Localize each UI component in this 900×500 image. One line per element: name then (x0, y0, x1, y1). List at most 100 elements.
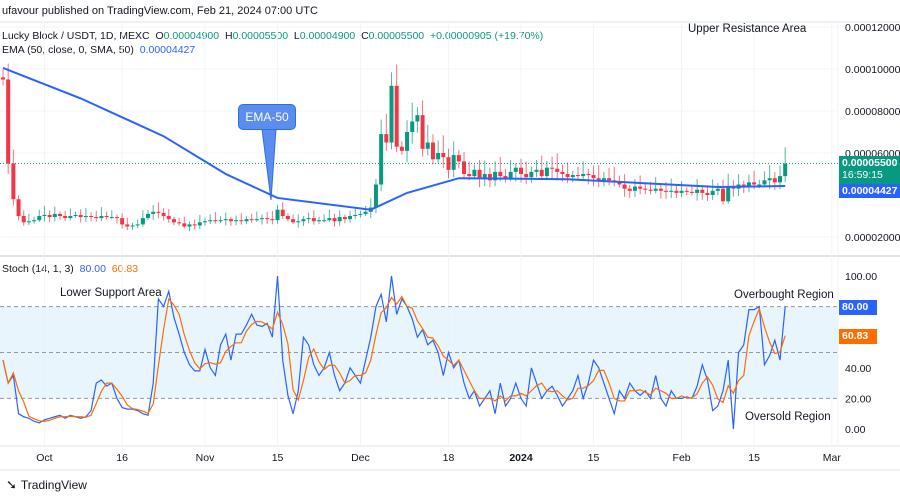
candle-body (679, 190, 684, 193)
candle-body (296, 221, 301, 223)
candle-body (503, 176, 508, 179)
candle-body (425, 142, 430, 149)
candle-body (420, 115, 425, 149)
high-value: 0.00005500 (232, 30, 289, 42)
candle-body (327, 218, 332, 221)
symbol-name[interactable]: Lucky Block / USDT, 1D, MEXC (2, 30, 150, 42)
stoch-d-tag: 60.83 (839, 329, 877, 344)
x-tick-label: Nov (196, 452, 215, 464)
oversold-annotation: Oversold Region (745, 411, 831, 423)
candle-body (415, 115, 420, 122)
candle-body (151, 211, 156, 214)
candle-body (228, 219, 233, 222)
candle-body (477, 169, 482, 179)
candle-body (539, 169, 544, 177)
candle-body (617, 182, 622, 185)
published-info: ufavour published on TradingView.com, Fe… (2, 5, 318, 17)
x-tick-label: Mar (823, 452, 842, 464)
candle-body (674, 190, 679, 193)
candle-body (280, 209, 285, 216)
candle-body (130, 225, 135, 227)
stoch-k-value: 80.00 (79, 263, 106, 275)
candle-body (177, 222, 182, 224)
candle-body (192, 224, 197, 226)
candle-body (156, 211, 161, 213)
candle-body (726, 186, 731, 202)
candle-body (467, 174, 472, 177)
candle-body (493, 171, 498, 181)
candle-body (451, 155, 456, 170)
low-value: 0.00004900 (299, 30, 356, 42)
candle-body (456, 155, 461, 162)
candle-body (689, 191, 694, 193)
candle-body (109, 217, 114, 219)
candle-body (601, 178, 606, 181)
x-tick-label: Dec (351, 452, 370, 464)
candle-body (746, 182, 751, 187)
candle-body (146, 213, 151, 219)
candle-body (581, 174, 586, 177)
candle-body (487, 174, 492, 181)
candle-body (363, 211, 368, 214)
candle-body (575, 175, 580, 177)
ema-callout-pointer (261, 128, 277, 201)
stoch-label[interactable]: Stoch (14, 1, 3) (2, 263, 74, 275)
candle-body (570, 175, 575, 178)
candle-body (104, 216, 109, 218)
candle-body (213, 220, 218, 222)
ema-price-tag: 0.00004427 (839, 184, 900, 198)
candle-body (627, 188, 632, 191)
candle-body (684, 190, 689, 192)
candle-body (21, 216, 26, 223)
candle-body (244, 219, 249, 222)
tradingview-logo[interactable]: ➘ TradingView (6, 477, 87, 493)
brand-name: TradingView (20, 478, 87, 492)
ema-label[interactable]: EMA (50, close, 0, SMA, 50) (2, 44, 134, 56)
candle-body (565, 174, 570, 178)
candle-body (741, 184, 746, 187)
candle-body (529, 171, 534, 178)
candle-body (16, 199, 21, 216)
candle-body (203, 221, 208, 223)
candle-body (664, 190, 669, 192)
tradingview-icon: ➘ (6, 477, 17, 492)
candle-body (596, 178, 601, 181)
ema-value: 0.00004427 (139, 44, 196, 56)
stoch-legend: Stoch (14, 1, 3) 80.00 60.83 (2, 263, 138, 275)
candle-body (700, 189, 705, 193)
candle-body (772, 178, 777, 183)
last-price: 0.00005500 (842, 157, 898, 169)
candle-body (534, 169, 539, 172)
candle-body (441, 153, 446, 158)
candle-body (208, 220, 213, 222)
candle-body (358, 213, 363, 215)
overbought-annotation: Overbought Region (734, 289, 834, 301)
candle-body (472, 169, 477, 177)
candle-body (669, 190, 674, 192)
candle-body (622, 184, 627, 189)
candle-body (721, 188, 726, 202)
candle-body (311, 218, 316, 222)
candle-body (254, 219, 259, 221)
candle-body (73, 214, 78, 216)
candle-body (239, 220, 244, 222)
x-tick-label: 2024 (509, 452, 533, 464)
candle-body (47, 214, 52, 218)
candle-body (270, 219, 275, 221)
close-label: C (361, 30, 369, 42)
candle-body (78, 214, 83, 218)
candle-body (316, 220, 321, 222)
candle-body (223, 219, 228, 221)
candle-body (715, 188, 720, 191)
x-tick-label: 15 (588, 452, 600, 464)
x-tick-label: 15 (748, 452, 760, 464)
candle-body (322, 220, 327, 222)
candle-body (332, 218, 337, 222)
candle-body (638, 186, 643, 189)
price-tick-label: 0.00010000 (845, 64, 900, 76)
candle-body (710, 190, 715, 195)
candle-body (197, 222, 202, 226)
candle-body (648, 189, 653, 191)
candle-body (83, 216, 88, 218)
